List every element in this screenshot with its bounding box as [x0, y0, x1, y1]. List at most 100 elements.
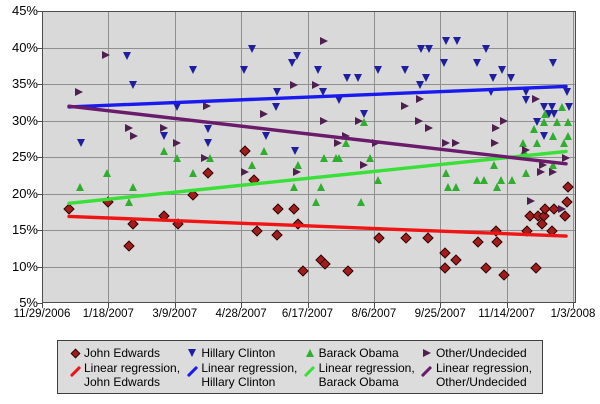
data-point-other-undecided — [548, 168, 557, 177]
data-point-other-undecided — [259, 109, 268, 118]
data-point-barack-obama — [159, 146, 168, 155]
data-point-barack-obama — [560, 139, 569, 148]
data-point-john-edwards — [498, 269, 510, 281]
data-point-hillary-clinton — [549, 59, 558, 68]
y-axis-tick — [37, 157, 42, 158]
data-point-barack-obama — [342, 139, 351, 148]
data-point-barack-obama — [490, 161, 499, 170]
legend-series-row: Hillary Clinton — [185, 345, 297, 361]
data-point-barack-obama — [335, 154, 344, 162]
chart-legend: John Edwards Linear regression, John Edwar… — [57, 340, 543, 394]
data-point-other-undecided — [526, 197, 535, 206]
data-point-hillary-clinton — [424, 44, 433, 53]
legend-series-label: Other/Undecided — [435, 346, 527, 360]
data-point-hillary-clinton — [415, 81, 424, 89]
diamond-icon — [70, 348, 80, 358]
data-point-hillary-clinton — [129, 81, 138, 89]
data-point-barack-obama — [441, 168, 450, 177]
y-axis-tick — [37, 266, 42, 268]
data-point-hillary-clinton — [76, 139, 85, 148]
legend-entry: Hillary Clinton Linear regression, Hillary… — [185, 345, 297, 391]
data-point-barack-obama — [533, 139, 542, 148]
data-point-hillary-clinton — [203, 139, 212, 148]
data-point-barack-obama — [521, 168, 530, 177]
data-point-john-edwards — [521, 225, 533, 237]
data-point-other-undecided — [290, 80, 299, 89]
legend-regression-row: Linear regression, Barack Obama — [303, 361, 415, 389]
data-point-other-undecided — [442, 138, 451, 147]
gridline-horizontal — [43, 266, 575, 268]
data-point-hillary-clinton — [293, 51, 302, 60]
data-point-barack-obama — [124, 197, 133, 206]
data-point-barack-obama — [451, 183, 460, 192]
data-point-hillary-clinton — [189, 66, 198, 75]
y-axis-label: 35% — [11, 76, 38, 91]
legend-series-row: John Edwards — [68, 345, 180, 361]
data-point-hillary-clinton — [319, 88, 328, 97]
x-axis-label: 8/6/2007 — [351, 308, 397, 320]
data-point-barack-obama — [492, 183, 501, 192]
legend-swatch-cell — [68, 361, 82, 378]
data-point-john-edwards — [491, 236, 503, 248]
data-point-other-undecided — [414, 117, 423, 125]
data-point-john-edwards — [530, 261, 542, 274]
data-point-hillary-clinton — [452, 37, 461, 46]
data-point-hillary-clinton — [498, 66, 507, 75]
data-point-john-edwards — [292, 218, 304, 230]
x-axis-label: 9/25/2007 — [414, 308, 466, 320]
regression-line-swatch — [303, 365, 316, 378]
data-point-other-undecided — [102, 51, 111, 60]
data-point-barack-obama — [497, 175, 506, 184]
data-point-hillary-clinton — [271, 102, 280, 111]
data-point-other-undecided — [360, 160, 369, 169]
data-point-hillary-clinton — [562, 88, 571, 97]
x-axis-tick — [241, 303, 243, 308]
data-point-other-undecided — [200, 153, 209, 162]
regression-line-swatch — [69, 365, 81, 378]
data-point-other-undecided — [129, 131, 138, 140]
regression-line-swatch — [186, 365, 198, 378]
data-point-hillary-clinton — [354, 73, 363, 82]
data-point-john-edwards — [546, 225, 558, 237]
data-point-barack-obama — [289, 183, 298, 192]
data-point-hillary-clinton — [291, 146, 300, 155]
y-axis-tick — [37, 120, 42, 122]
data-point-other-undecided — [203, 102, 212, 111]
data-point-other-undecided — [425, 124, 434, 133]
data-point-john-edwards — [202, 166, 214, 179]
data-point-john-edwards — [288, 203, 300, 215]
data-point-hillary-clinton — [343, 73, 352, 82]
data-point-hillary-clinton — [441, 37, 450, 46]
data-point-barack-obama — [260, 146, 269, 155]
data-point-hillary-clinton — [335, 95, 344, 104]
data-point-john-edwards — [251, 225, 263, 237]
legend-entry: Barack Obama Linear regression, Barack Oba… — [303, 345, 415, 391]
data-point-barack-obama — [558, 102, 567, 111]
data-point-other-undecided — [452, 138, 461, 147]
data-point-other-undecided — [522, 146, 531, 155]
y-axis-tick — [37, 230, 42, 231]
data-point-barack-obama — [320, 154, 329, 162]
data-point-hillary-clinton — [123, 51, 132, 60]
triangle-down-icon — [188, 349, 197, 357]
data-point-other-undecided — [342, 131, 351, 140]
data-point-hillary-clinton — [159, 132, 168, 141]
data-point-barack-obama — [189, 168, 198, 177]
data-point-other-undecided — [539, 160, 548, 169]
y-axis-label: 25% — [11, 149, 38, 164]
x-axis-tick — [373, 303, 375, 308]
legend-regression-label: Linear regression, John Edwards — [84, 361, 181, 389]
gridline-horizontal — [43, 157, 575, 158]
legend-series-row: Other/Undecided — [420, 345, 532, 361]
regression-line-john-edwards — [67, 214, 568, 238]
data-point-hillary-clinton — [203, 124, 212, 133]
y-axis-tick — [37, 47, 42, 49]
data-point-john-edwards — [480, 261, 492, 274]
data-point-barack-obama — [563, 132, 572, 141]
data-point-hillary-clinton — [522, 95, 531, 104]
gridline-horizontal — [43, 47, 575, 49]
data-point-other-undecided — [319, 117, 328, 125]
data-point-hillary-clinton — [416, 44, 425, 53]
x-axis-label: 3/9/2007 — [152, 308, 198, 320]
